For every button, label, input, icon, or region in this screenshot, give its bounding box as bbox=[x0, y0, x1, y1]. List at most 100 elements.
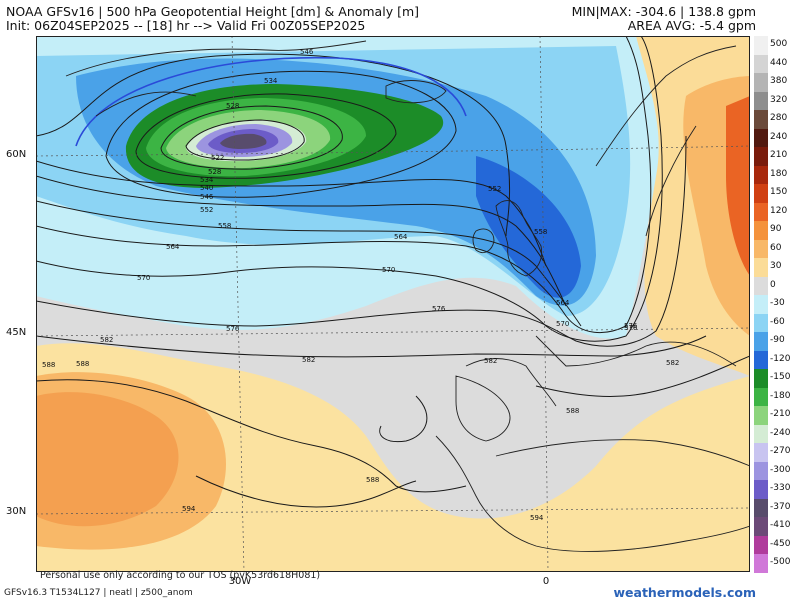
lon-label-0: 0 bbox=[542, 576, 550, 587]
colorbar-entry: -240 bbox=[754, 424, 800, 443]
colorbar-swatch bbox=[754, 128, 768, 147]
colorbar-value: 210 bbox=[770, 150, 788, 160]
lat-label-30n: 30N bbox=[6, 506, 27, 517]
colorbar-entry: 0 bbox=[754, 276, 800, 295]
ireland-coast bbox=[472, 228, 495, 253]
init-valid-time: Init: 06Z04SEP2025 -- [18] hr --> Valid … bbox=[6, 18, 366, 33]
colorbar-swatch bbox=[754, 406, 768, 425]
colorbar-value: -330 bbox=[770, 483, 791, 493]
colorbar-entry: 240 bbox=[754, 128, 800, 147]
greenland-coast bbox=[65, 40, 367, 117]
colorbar-entry: -180 bbox=[754, 387, 800, 406]
contour-labels: 546 534 528 522 528 534 540 546 552 558 … bbox=[42, 48, 679, 522]
contour-label: 588 bbox=[566, 407, 579, 415]
contour-label: 582 bbox=[302, 356, 315, 364]
colorbar-swatch bbox=[754, 54, 768, 73]
contour-label: 576 bbox=[226, 325, 240, 333]
colorbar-value: 320 bbox=[770, 94, 788, 105]
lon-label-30w: 30W bbox=[228, 576, 252, 587]
contour-label: 528 bbox=[226, 102, 239, 110]
colorbar-swatch bbox=[754, 221, 768, 240]
colorbar-value: -240 bbox=[770, 427, 791, 438]
colorbar-entry: -500 bbox=[754, 554, 800, 573]
colorbar-value: 90 bbox=[770, 224, 782, 234]
colorbar-value: -370 bbox=[770, 501, 791, 512]
contour-label: 594 bbox=[182, 505, 196, 513]
contour-label: 570 bbox=[137, 274, 150, 282]
colorbar-swatch bbox=[754, 295, 768, 314]
contour-label: 558 bbox=[534, 228, 547, 236]
contour-label: 588 bbox=[76, 360, 89, 368]
contour-label: 546 bbox=[300, 48, 314, 56]
contour-label: 552 bbox=[488, 185, 501, 193]
colorbar-entry: -370 bbox=[754, 498, 800, 517]
colorbar-value: 440 bbox=[770, 57, 788, 68]
contour-label: 582 bbox=[100, 336, 113, 344]
contour-label: 558 bbox=[218, 222, 231, 230]
colorbar-swatch bbox=[754, 332, 768, 351]
colorbar-entry: -410 bbox=[754, 517, 800, 536]
colorbar-value: -410 bbox=[770, 520, 791, 530]
contour-label: 534 bbox=[264, 77, 278, 85]
anomaly-map: 546 534 528 522 528 534 540 546 552 558 … bbox=[36, 36, 750, 572]
colorbar-value: -180 bbox=[770, 390, 791, 401]
contour-label: 564 bbox=[166, 243, 180, 251]
lat-label-60n: 60N bbox=[6, 149, 27, 160]
contour-label: 582 bbox=[484, 357, 497, 365]
brand-link[interactable]: weathermodels.com bbox=[613, 585, 756, 600]
colorbar-swatch bbox=[754, 276, 768, 295]
colorbar-entry: -210 bbox=[754, 406, 800, 425]
colorbar-value: -500 bbox=[770, 557, 791, 567]
min-max-readout: MIN|MAX: -304.6 | 138.8 gpm bbox=[571, 4, 756, 19]
colorbar-value: -450 bbox=[770, 538, 791, 549]
colorbar-swatch bbox=[754, 165, 768, 184]
colorbar-entry: 320 bbox=[754, 91, 800, 110]
terms-of-service-note: Personal use only according to our TOS (… bbox=[40, 570, 321, 581]
model-info: GFSv16.3 T1534L127 | neatl | z500_anom bbox=[4, 588, 193, 598]
colorbar-entry: -330 bbox=[754, 480, 800, 499]
colorbar-swatch bbox=[754, 387, 768, 406]
map-title: NOAA GFSv16 | 500 hPa Geopotential Heigh… bbox=[6, 4, 419, 19]
iceland-coast bbox=[385, 80, 447, 104]
colorbar-entry: 280 bbox=[754, 110, 800, 129]
colorbar-value: 500 bbox=[770, 39, 788, 49]
colorbar-swatch bbox=[754, 73, 768, 92]
colorbar-swatch bbox=[754, 91, 768, 110]
colorbar-value: -30 bbox=[770, 298, 785, 308]
colorbar-swatch bbox=[754, 184, 768, 203]
colorbar-entry: 440 bbox=[754, 54, 800, 73]
colorbar-entry: 150 bbox=[754, 184, 800, 203]
colorbar-entry: -90 bbox=[754, 332, 800, 351]
contour-label: 540 bbox=[200, 184, 213, 192]
colorbar-swatch bbox=[754, 554, 768, 573]
colorbar-entry: -270 bbox=[754, 443, 800, 462]
scandinavia-coast bbox=[595, 45, 737, 237]
colorbar-swatch bbox=[754, 202, 768, 221]
colorbar-entry: 210 bbox=[754, 147, 800, 166]
africa-coast bbox=[435, 435, 750, 552]
colorbar-entry: 380 bbox=[754, 73, 800, 92]
colorbar-entry: -150 bbox=[754, 369, 800, 388]
contour-label: 582 bbox=[666, 359, 679, 367]
colorbar-value: 240 bbox=[770, 131, 788, 142]
colorbar-swatch bbox=[754, 498, 768, 517]
contour-label: 594 bbox=[530, 514, 544, 522]
contour-label: 522 bbox=[211, 154, 224, 162]
contour-label: 564 bbox=[556, 299, 570, 307]
colorbar-swatch bbox=[754, 535, 768, 554]
lat-label-45n: 45N bbox=[6, 327, 27, 338]
colorbar-entry: -450 bbox=[754, 535, 800, 554]
colorbar-value: -90 bbox=[770, 335, 785, 345]
colorbar-entry: -60 bbox=[754, 313, 800, 332]
colorbar-swatch bbox=[754, 350, 768, 369]
colorbar-entry: 180 bbox=[754, 165, 800, 184]
colorbar-swatch bbox=[754, 147, 768, 166]
contour-label: 576 bbox=[432, 305, 446, 313]
colorbar-swatch bbox=[754, 110, 768, 129]
colorbar-value: 380 bbox=[770, 76, 788, 86]
contour-label: 588 bbox=[366, 476, 379, 484]
europe-coast bbox=[465, 335, 737, 407]
contour-label: 576 bbox=[624, 324, 638, 332]
colorbar-value: 280 bbox=[770, 113, 788, 123]
colorbar-value: 0 bbox=[770, 279, 776, 290]
